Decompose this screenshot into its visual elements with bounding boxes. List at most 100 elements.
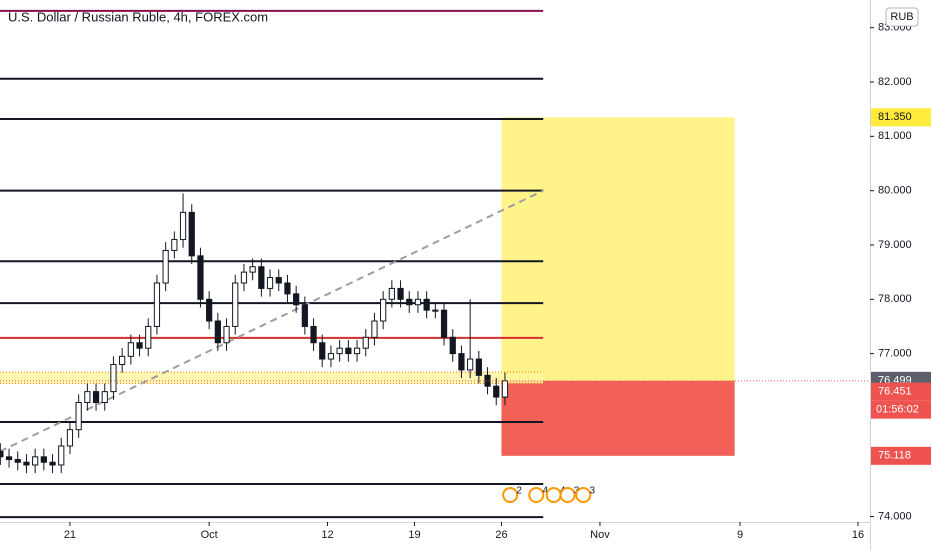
event-count: 2 [516, 486, 522, 497]
x-tick-label: 21 [64, 529, 76, 541]
y-tick-label: 80.000 [878, 185, 912, 197]
candle-body [301, 304, 308, 327]
currency-label: RUB [890, 11, 913, 23]
candle-body [179, 211, 187, 241]
event-icon [575, 487, 592, 503]
candle-body [110, 363, 117, 393]
chart-title: U.S. Dollar / Russian Ruble, 4h, FOREX.c… [8, 9, 268, 24]
candle-body [284, 282, 291, 295]
event-icon [545, 487, 562, 503]
price-badge [871, 108, 931, 127]
candle-body [345, 347, 352, 355]
price-badge [871, 446, 931, 465]
candle-body [0, 450, 4, 458]
x-tick-label: 9 [737, 529, 743, 541]
candle-body [119, 355, 126, 365]
trend-line [0, 189, 544, 453]
profit-zone [501, 117, 735, 381]
candle-body [458, 353, 465, 371]
candle-body [232, 282, 239, 327]
candle-body [136, 342, 143, 349]
y-tick-label: 82.000 [878, 76, 912, 88]
zone-band [0, 372, 544, 384]
candle-body [319, 342, 326, 360]
candle-body [153, 282, 161, 327]
candle-body [58, 445, 65, 466]
y-tick-label: 81.000 [878, 130, 912, 142]
y-tick-label: 78.000 [878, 293, 912, 305]
candle-body [214, 320, 221, 344]
candle-body [336, 347, 343, 355]
y-tick-label: 74.000 [878, 510, 912, 522]
plot: 2443383.00082.00081.00080.00079.00078.00… [0, 9, 931, 541]
candle-body [380, 298, 387, 322]
candle-body [414, 298, 422, 306]
loss-zone [501, 380, 735, 456]
currency-badge[interactable] [885, 7, 919, 27]
candle-body [32, 456, 39, 466]
candle-body [327, 353, 335, 360]
price-badge-label: 75.118 [878, 450, 911, 462]
x-tick-label: Nov [590, 529, 610, 541]
candle-body [353, 347, 361, 355]
x-tick-label: 12 [321, 529, 333, 541]
candle-body [475, 358, 482, 376]
candle-body [423, 298, 430, 311]
price-badge-label: 76.451 [878, 386, 912, 398]
x-tick-label: 16 [852, 529, 864, 541]
y-tick-label: 77.000 [878, 348, 912, 360]
candle-body [484, 374, 491, 387]
candle-body [493, 385, 500, 398]
x-tick-label: 26 [495, 529, 507, 541]
candle-body [127, 342, 134, 357]
candle-body [371, 320, 378, 338]
candle-body [75, 401, 82, 431]
x-tick-label: 19 [408, 529, 420, 541]
candle-body [188, 211, 195, 257]
candle-body [171, 239, 178, 251]
y-tick-label: 79.000 [878, 239, 912, 251]
candle-body [266, 277, 274, 289]
candle-body [49, 461, 56, 466]
price-badge-label: 81.350 [878, 111, 912, 123]
candle-body [162, 249, 169, 284]
event-icon [559, 487, 576, 503]
candle-body [92, 391, 100, 403]
countdown-label: 01:56:02 [876, 404, 919, 416]
candle-body [249, 266, 256, 273]
candle-body [240, 271, 248, 284]
candle-body [388, 287, 395, 300]
event-count: 3 [589, 486, 595, 497]
event-count: 4 [542, 486, 548, 497]
candle-body [206, 298, 213, 322]
candle-body [310, 325, 317, 344]
candle-body [501, 380, 509, 398]
candle-body [40, 456, 47, 463]
countdown-badge [871, 400, 931, 419]
candle-body [14, 459, 21, 463]
candle-body [362, 336, 369, 349]
candle-body [258, 266, 265, 289]
candle-body [84, 391, 91, 403]
candle-body [467, 358, 474, 371]
x-tick-label: Oct [201, 529, 218, 541]
candle-body [432, 309, 439, 312]
candle-body [101, 391, 108, 403]
candle-body [449, 336, 456, 355]
candle-body [223, 325, 230, 344]
candle-body [197, 255, 204, 300]
event-icon [502, 487, 519, 503]
candle-body [275, 277, 282, 284]
candle-body [440, 309, 448, 338]
candle-body [23, 461, 30, 466]
event-icon [528, 487, 545, 503]
candle-body [293, 293, 300, 306]
candle-body [145, 325, 152, 349]
price-badge [871, 382, 931, 401]
candle-body [5, 456, 13, 461]
candle-body [397, 287, 404, 300]
candle-body [66, 429, 74, 447]
